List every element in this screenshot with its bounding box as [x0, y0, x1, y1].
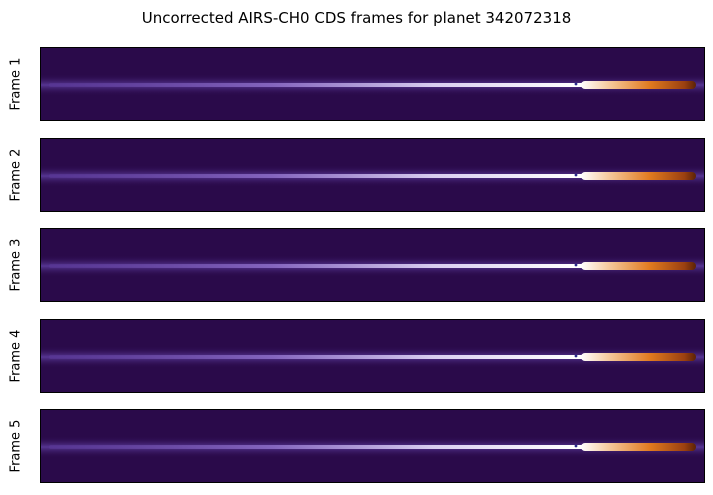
spectral-bright-end: [581, 262, 696, 270]
spectral-trace: [49, 355, 689, 359]
spectral-bright-end: [581, 172, 696, 180]
bad-pixel-marker: [574, 173, 578, 177]
spectral-trace: [49, 174, 689, 178]
frame-panel: [40, 47, 705, 121]
bad-pixel-marker: [574, 444, 578, 448]
frame-panel: [40, 319, 705, 393]
frame-panel: [40, 138, 705, 212]
frame-image: [41, 48, 704, 120]
frame-label: Frame 4: [6, 319, 26, 393]
frame-panel: [40, 409, 705, 483]
frame-label-text: Frame 4: [8, 329, 24, 383]
spectral-trace: [49, 445, 689, 449]
chart-title: Uncorrected AIRS-CH0 CDS frames for plan…: [141, 9, 572, 27]
frame-image: [41, 229, 704, 301]
bad-pixel-marker: [574, 263, 578, 267]
frame-image: [41, 410, 704, 482]
frame-label: Frame 1: [6, 47, 26, 121]
spectral-bright-end: [581, 443, 696, 451]
frame-label-text: Frame 5: [8, 419, 24, 473]
frame-panel: [40, 228, 705, 302]
spectral-bright-end: [581, 81, 696, 89]
frame-label-text: Frame 3: [8, 238, 24, 292]
frame-label-text: Frame 1: [8, 57, 24, 111]
bad-pixel-marker: [574, 82, 578, 86]
bad-pixel-marker: [574, 354, 578, 358]
frame-label: Frame 5: [6, 409, 26, 483]
frame-label: Frame 2: [6, 138, 26, 212]
frame-label: Frame 3: [6, 228, 26, 302]
frame-image: [41, 139, 704, 211]
frame-image: [41, 320, 704, 392]
frame-label-text: Frame 2: [8, 148, 24, 202]
spectral-trace: [49, 83, 689, 87]
spectral-bright-end: [581, 353, 696, 361]
spectral-trace: [49, 264, 689, 268]
